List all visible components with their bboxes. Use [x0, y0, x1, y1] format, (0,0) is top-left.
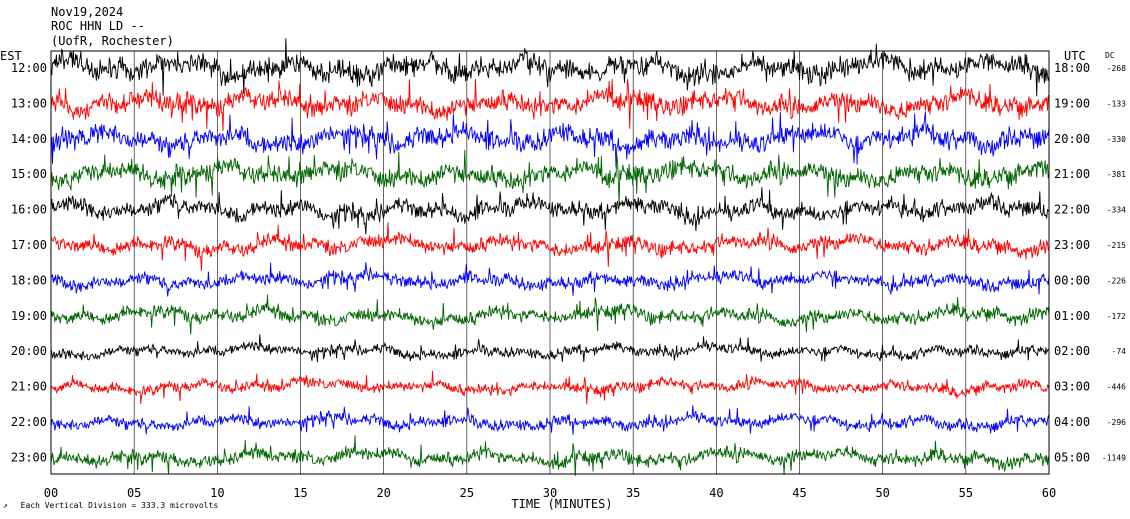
seismic-trace [50, 149, 1050, 205]
est-hour-label: 22:00 [11, 415, 47, 429]
utc-hour-label: 22:00 [1054, 203, 1090, 217]
dc-offset-label: -1149 [1102, 453, 1126, 462]
date-label: Nov19,2024 [51, 5, 123, 19]
x-tick-label: 30 [543, 486, 557, 500]
seismic-trace [50, 405, 1050, 435]
x-tick-label: 55 [959, 486, 973, 500]
x-tick-label: 50 [875, 486, 889, 500]
footer-text: Each Vertical Division = 333.3 microvolt… [21, 501, 219, 510]
seismic-trace [50, 294, 1050, 335]
label-layer: 00 05 10 15 20 25 30 35 40 45 50 55 60 12:00 18:00 -268… [11, 61, 1126, 500]
dc-offset-label: -268 [1107, 64, 1126, 73]
utc-hour-label: 03:00 [1054, 380, 1090, 394]
x-axis-title: TIME (MINUTES) [511, 497, 612, 511]
est-hour-label: 14:00 [11, 132, 47, 146]
est-hour-label: 18:00 [11, 273, 47, 287]
x-tick-label: 00 [44, 486, 58, 500]
seismic-trace [50, 370, 1050, 405]
grid-lines [133, 51, 967, 474]
est-axis-title: EST [0, 49, 22, 63]
x-tick-label: 40 [709, 486, 723, 500]
utc-hour-label: 00:00 [1054, 273, 1090, 287]
x-tick-label: 10 [210, 486, 224, 500]
est-hour-label: 12:00 [11, 61, 47, 75]
dc-offset-label: -330 [1107, 135, 1126, 144]
x-tick-label: 45 [792, 486, 806, 500]
dc-offset-label: -296 [1107, 418, 1126, 427]
utc-hour-label: 18:00 [1054, 61, 1090, 75]
x-tick-label: 20 [376, 486, 390, 500]
dc-offset-label: -381 [1107, 170, 1126, 179]
est-hour-label: 20:00 [11, 344, 47, 358]
seismic-trace [50, 38, 1050, 97]
est-hour-label: 23:00 [11, 450, 47, 464]
est-hour-label: 19:00 [11, 309, 47, 323]
dc-offset-label: -215 [1107, 241, 1126, 250]
est-hour-label: 16:00 [11, 203, 47, 217]
seismic-trace [50, 111, 1050, 168]
x-tick-label: 60 [1042, 486, 1056, 500]
utc-hour-label: 21:00 [1054, 167, 1090, 181]
est-hour-label: 15:00 [11, 167, 47, 181]
x-tick-label: 35 [626, 486, 640, 500]
dc-offset-label: -446 [1107, 383, 1126, 392]
est-hour-label: 17:00 [11, 238, 47, 252]
x-tick-label: 05 [127, 486, 141, 500]
dc-offset-label: -74 [1112, 347, 1127, 356]
seismic-trace [50, 334, 1050, 363]
x-tick-label: 25 [460, 486, 474, 500]
seismic-trace [50, 262, 1050, 297]
est-hour-label: 21:00 [11, 380, 47, 394]
dc-offset-label: -334 [1107, 206, 1126, 215]
seismic-trace [50, 435, 1050, 477]
station-label: ROC HHN LD -- [51, 19, 145, 33]
utc-hour-label: 01:00 [1054, 309, 1090, 323]
dc-axis-title: DC [1105, 51, 1115, 60]
plot-frame [50, 50, 1050, 475]
utc-axis-title: UTC [1064, 49, 1086, 63]
footer-note: ↗ Each Vertical Division = 333.3 microvo… [3, 501, 218, 510]
location-label: (UofR, Rochester) [51, 34, 174, 48]
est-hour-label: 13:00 [11, 96, 47, 110]
seismic-trace [50, 222, 1050, 271]
utc-hour-label: 05:00 [1054, 450, 1090, 464]
dc-offset-label: -133 [1107, 99, 1126, 108]
utc-hour-label: 23:00 [1054, 238, 1090, 252]
seismic-trace [50, 78, 1050, 131]
utc-hour-label: 02:00 [1054, 344, 1090, 358]
seismic-trace [50, 187, 1050, 235]
x-tick-label: 15 [293, 486, 307, 500]
footer-icon: ↗ [3, 501, 8, 510]
utc-hour-label: 04:00 [1054, 415, 1090, 429]
dc-offset-label: -172 [1107, 312, 1126, 321]
utc-hour-label: 20:00 [1054, 132, 1090, 146]
dc-offset-label: -226 [1107, 276, 1126, 285]
utc-hour-label: 19:00 [1054, 96, 1090, 110]
trace-layer [50, 38, 1050, 477]
